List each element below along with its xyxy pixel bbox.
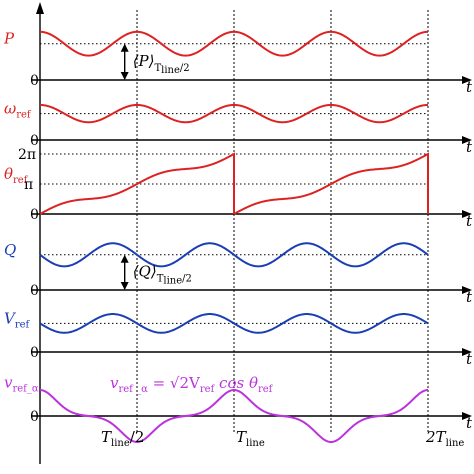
panel-theta: t 0 θref 2π π <box>4 147 473 230</box>
x-tick-labels: Tline/2 Tline 2Tline <box>101 428 464 449</box>
zero-label: 0 <box>30 207 39 223</box>
panel-label: ωref <box>4 100 32 121</box>
tick-label-2pi: 2π <box>18 147 36 163</box>
average-annotation: ⟨P⟩Tline/2 <box>133 52 190 76</box>
zero-label: 0 <box>30 283 39 299</box>
panel-label: Q <box>4 241 16 259</box>
y-axis-arrow <box>36 2 44 14</box>
series-line-theta-1 <box>233 152 429 215</box>
zero-label: 0 <box>30 73 39 89</box>
x-tick-label: Tline/2 <box>101 428 144 449</box>
x-axis-label: t <box>466 350 473 368</box>
series-line-Q <box>39 242 429 268</box>
tick-label-pi: π <box>24 177 33 193</box>
panel-label: vref_α <box>4 373 39 394</box>
panel-vref_alpha: t 0 vref_α vref _α = √2Vref cos θref <box>4 373 473 444</box>
series-line-omega <box>39 103 429 124</box>
series-line-Vref <box>39 313 429 334</box>
x-axis-label: t <box>466 138 473 156</box>
average-arrow-head-top <box>120 43 129 52</box>
panel-P: t 0 P ⟨P⟩Tline/2 <box>3 30 473 96</box>
series-line-theta-0 <box>39 152 235 215</box>
equation-label: vref _α = √2Vref cos θref <box>110 374 274 395</box>
x-axis-label: t <box>466 288 473 306</box>
panel-label: θref <box>4 165 29 186</box>
panel-Vref: t 0 Vref <box>4 309 473 368</box>
x-axis-arrow <box>462 76 472 84</box>
zero-label: 0 <box>30 133 39 149</box>
average-arrow-head-bottom <box>120 282 129 290</box>
panel-label: Vref <box>4 309 31 330</box>
x-axis-label: t <box>466 414 473 432</box>
x-tick-label: 2Tline <box>425 428 464 449</box>
x-axis-arrow <box>462 210 472 218</box>
panel-label: P <box>3 30 15 48</box>
average-annotation: ⟨Q⟩Tline/2 <box>133 262 192 286</box>
x-axis-arrow <box>462 286 472 294</box>
zero-label: 0 <box>30 345 39 361</box>
panel-Q: t 0 Q ⟨Q⟩Tline/2 <box>4 241 473 306</box>
x-axis-arrow <box>462 136 472 144</box>
x-axis-label: t <box>466 212 473 230</box>
average-arrow-head-top <box>120 254 129 263</box>
zero-label: 0 <box>30 409 39 425</box>
panels-group: t0P⟨P⟩Tline/2t0ωreft0θref2ππt0Q⟨Q⟩Tline/… <box>3 2 473 464</box>
x-axis-label: t <box>466 78 473 96</box>
x-axis-arrow <box>462 348 472 356</box>
series-line-vref_alpha <box>39 388 429 444</box>
series-line-P <box>39 30 429 57</box>
x-tick-label: Tline <box>236 428 265 449</box>
panel-omega: t 0 ωref <box>4 100 473 156</box>
average-arrow-head-bottom <box>120 72 129 80</box>
x-axis-arrow <box>462 412 472 420</box>
